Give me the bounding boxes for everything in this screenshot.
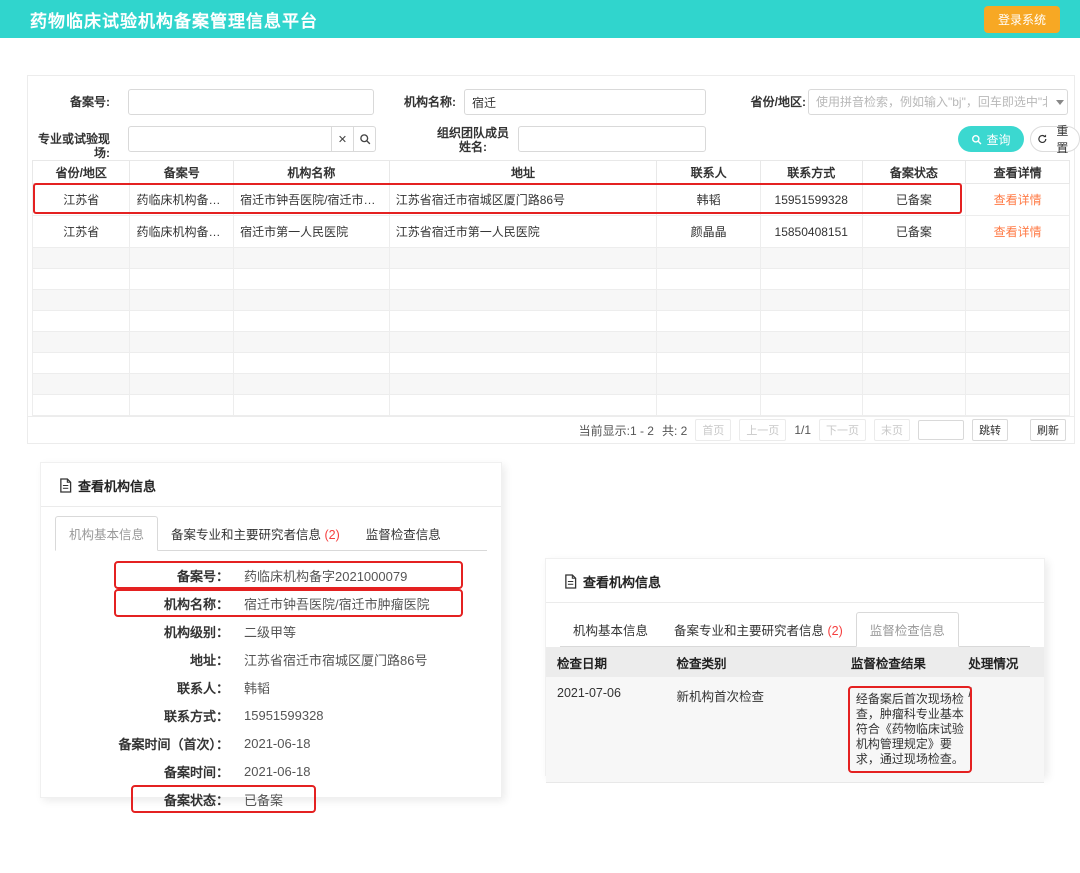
empty-row	[546, 782, 1044, 825]
search-form: 备案号: 机构名称: 省份/地区: 专业或试验现场: ✕ 组织团队成员姓名: 查…	[28, 76, 1080, 160]
tab-basic-info[interactable]: 机构基本信息	[55, 516, 159, 551]
pagination-display: 当前显示:1 - 2	[578, 423, 654, 438]
results-table: 省份/地区 备案号 机构名称 地址 联系人 联系方式 备案状态 查看详情 江苏省…	[31, 160, 1070, 416]
view-detail-link-2[interactable]: 查看详情	[993, 225, 1042, 239]
col-contact: 联系人	[656, 160, 761, 184]
prev-page-button[interactable]: 上一页	[739, 419, 787, 441]
document-icon	[565, 574, 577, 589]
empty-row	[31, 352, 1070, 374]
filing-no-input[interactable]	[128, 89, 374, 115]
inspection-table: 检查日期 检查类别 监督检查结果 处理情况 2021-07-06 新机构首次检查…	[546, 647, 1044, 825]
table-header-row: 省份/地区 备案号 机构名称 地址 联系人 联系方式 备案状态 查看详情	[31, 160, 1070, 184]
field-filing-status: 备案状态： 已备案	[41, 785, 501, 813]
col-check-type: 检查类别	[665, 647, 840, 677]
col-check-date: 检查日期	[546, 647, 666, 677]
col-action: 查看详情	[965, 160, 1070, 184]
field-filing-time-first: 备案时间（首次）： 2021-06-18	[118, 735, 311, 752]
inspection-header-row: 检查日期 检查类别 监督检查结果 处理情况	[546, 647, 1044, 677]
empty-row	[31, 310, 1070, 332]
tab-specialty-researchers[interactable]: 备案专业和主要研究者信息 (2)	[171, 528, 340, 542]
login-button[interactable]: 登录系统	[983, 5, 1060, 33]
view-detail-link-1[interactable]: 查看详情	[993, 193, 1042, 207]
specialty-input[interactable]	[128, 126, 332, 152]
empty-row	[31, 373, 1070, 395]
province-select[interactable]	[808, 89, 1068, 115]
col-handling: 处理情况	[957, 647, 1044, 677]
empty-row	[31, 331, 1070, 353]
panel-title: 查看机构信息	[546, 559, 1044, 591]
app-header: 药物临床试验机构备案管理信息平台 登录系统	[0, 0, 1080, 38]
field-contact: 联系人： 韩韬	[176, 680, 271, 696]
document-icon	[60, 478, 72, 493]
team-member-label: 组织团队成员姓名:	[436, 126, 509, 154]
field-phone: 联系方式： 15951599328	[163, 707, 324, 724]
query-button[interactable]: 查询	[958, 126, 1024, 152]
reset-button[interactable]: 重置	[1030, 124, 1080, 155]
check-result-highlight: 经备案后首次现场检查，肿瘤科专业基本符合《药物临床试验机构管理规定》要求，通过现…	[847, 686, 972, 773]
page-indicator: 1/1	[794, 423, 811, 437]
tab-supervision-info[interactable]: 监督检查信息	[365, 528, 441, 542]
table-row-2: 江苏省 药临床机构备字20210... 宿迁市第一人民医院 江苏省宿迁市第一人民…	[31, 215, 1070, 248]
tab-supervision-info[interactable]: 监督检查信息	[855, 612, 959, 647]
org-info-panel-supervision: 查看机构信息 机构基本信息 备案专业和主要研究者信息 (2) 监督检查信息 检查…	[545, 558, 1045, 825]
empty-row	[31, 247, 1070, 269]
first-page-button[interactable]: 首页	[695, 419, 732, 441]
refresh-icon	[1038, 134, 1047, 144]
empty-row	[31, 394, 1070, 416]
app-title: 药物临床试验机构备案管理信息平台	[30, 11, 318, 31]
pagination-total: 共: 2	[661, 423, 688, 438]
detail-fields: 备案号： 药临床机构备字2021000079 机构名称： 宿迁市钟吾医院/宿迁市…	[41, 561, 501, 813]
check-type: 新机构首次检查	[665, 677, 840, 783]
filing-no-label: 备案号:	[70, 95, 110, 109]
empty-row	[31, 289, 1070, 311]
col-phone: 联系方式	[759, 160, 863, 184]
jump-button[interactable]: 跳转	[972, 419, 1008, 441]
tab-specialty-researchers[interactable]: 备案专业和主要研究者信息 (2)	[674, 624, 843, 638]
divider	[546, 602, 1044, 603]
field-address: 地址： 江苏省宿迁市宿城区厦门路86号	[189, 652, 428, 668]
tab-basic-info[interactable]: 机构基本信息	[573, 624, 649, 638]
panel-title: 查看机构信息	[41, 463, 501, 495]
pagination-bar: 当前显示:1 - 2 共: 2 首页 上一页 1/1 下一页 末页 跳转 刷新	[28, 416, 1074, 443]
results-table-wrap: 省份/地区 备案号 机构名称 地址 联系人 联系方式 备案状态 查看详情 江苏省…	[28, 160, 1074, 416]
province-label: 省份/地区:	[750, 95, 806, 109]
org-name-label: 机构名称:	[404, 95, 456, 109]
search-icon	[972, 134, 982, 144]
col-org-name: 机构名称	[233, 160, 390, 184]
col-check-result: 监督检查结果	[839, 647, 958, 677]
last-page-button[interactable]: 末页	[874, 419, 910, 441]
col-status: 备案状态	[861, 160, 967, 184]
clear-icon[interactable]: ✕	[331, 126, 354, 152]
jump-page-input[interactable]	[918, 420, 964, 440]
field-org-name: 机构名称： 宿迁市钟吾医院/宿迁市肿瘤医院	[41, 589, 501, 617]
divider	[41, 506, 501, 507]
search-icon[interactable]	[353, 126, 376, 152]
search-and-results-card: 备案号: 机构名称: 省份/地区: 专业或试验现场: ✕ 组织团队成员姓名: 查…	[27, 75, 1080, 444]
table-row-1: 江苏省 药临床机构备字20210... 宿迁市钟吾医院/宿迁市肿瘤医院 江苏省宿…	[31, 183, 1070, 216]
field-filing-no: 备案号： 药临床机构备字2021000079	[41, 561, 501, 589]
refresh-button[interactable]: 刷新	[1030, 419, 1066, 441]
org-info-panel-basic: 查看机构信息 机构基本信息 备案专业和主要研究者信息 (2) 监督检查信息 备案…	[40, 462, 502, 813]
right-panel-tabs: 机构基本信息 备案专业和主要研究者信息 (2) 监督检查信息	[560, 612, 1030, 647]
col-filing-no: 备案号	[129, 160, 235, 184]
field-org-level: 机构级别： 二级甲等	[163, 624, 297, 640]
left-panel-tabs: 机构基本信息 备案专业和主要研究者信息 (2) 监督检查信息	[55, 516, 487, 551]
next-page-button[interactable]: 下一页	[819, 419, 866, 441]
check-date: 2021-07-06	[546, 677, 666, 783]
org-name-input[interactable]	[464, 89, 706, 115]
col-province: 省份/地区	[31, 160, 131, 184]
inspection-row: 2021-07-06 新机构首次检查 经备案后首次现场检查，肿瘤科专业基本符合《…	[546, 677, 1044, 783]
field-filing-time: 备案时间： 2021-06-18	[163, 763, 311, 780]
col-address: 地址	[388, 160, 658, 184]
empty-row	[31, 268, 1070, 290]
specialty-label: 专业或试验现场:	[37, 132, 110, 160]
team-member-input[interactable]	[518, 126, 706, 152]
